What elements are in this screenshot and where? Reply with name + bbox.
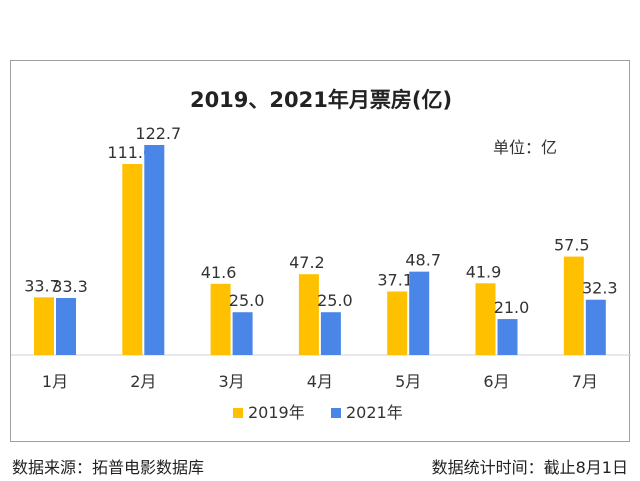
bar-chart: 2019、2021年月票房(亿) 单位：亿 33.733.3 1月 111.6122…: [11, 88, 631, 422]
bar-2019-2: [122, 163, 143, 355]
value-label-2019-6: 41.9: [466, 262, 502, 281]
value-label-2021-5: 48.7: [405, 251, 441, 270]
x-tick-label-1: 1月: [42, 372, 68, 391]
value-label-2019-4: 47.2: [289, 253, 325, 272]
value-label-2021-4: 25.0: [317, 291, 353, 310]
bar-2021-1: [56, 298, 76, 355]
value-label-2021-1: 33.3: [52, 277, 88, 296]
value-label-2021-2: 122.7: [135, 124, 181, 143]
x-tick-label-3: 3月: [219, 372, 245, 391]
bar-2021-4: [320, 312, 341, 355]
bar-2019-7: [563, 256, 584, 355]
x-tick-label-5: 5月: [395, 372, 421, 391]
bar-2019-1: [34, 297, 54, 355]
x-tick-label-6: 6月: [483, 372, 509, 391]
value-label-2021-3: 25.0: [229, 291, 265, 310]
chart-frame: 2019、2021年月票房(亿) 单位：亿 33.7 33.3 1月 111.6 122…: [10, 60, 631, 442]
legend-label-2019: 2019年: [248, 403, 305, 422]
bar-2021-6: [497, 319, 518, 355]
bar-2019-5: [387, 291, 408, 355]
value-label-2019-1: 33.7: [24, 276, 60, 295]
data-date-note: 数据统计时间：截止8月1日: [431, 458, 628, 477]
unit-label: 单位：亿: [493, 138, 557, 157]
legend-label-2021: 2021年: [346, 403, 403, 422]
value-label-2021-7: 32.3: [582, 279, 618, 298]
bar-2021-3: [232, 312, 253, 355]
data-source-note: 数据来源：拓普电影数据库: [12, 458, 205, 477]
bar-2019-3: [210, 283, 231, 355]
x-tick-label-7: 7月: [572, 372, 598, 391]
value-label-2019-3: 41.6: [201, 263, 237, 282]
value-label-2021-6: 21.0: [494, 298, 530, 317]
x-tick-label-2: 2月: [130, 372, 156, 391]
x-tick-label-4: 4月: [307, 372, 333, 391]
bar-2019-6: [475, 283, 496, 355]
bar-2021-7: [585, 299, 606, 355]
bar-2021-5: [409, 271, 430, 355]
legend-swatch-2021: [331, 408, 341, 418]
legend-swatch-2019: [233, 408, 243, 418]
value-label-2019-2: 111.6: [107, 143, 153, 162]
bar-2021-2: [144, 145, 165, 355]
value-label-2019-5: 37.1: [377, 271, 413, 290]
chart-title: 2019、2021年月票房(亿): [190, 88, 452, 112]
bar-2019-4: [298, 274, 319, 355]
value-label-2019-7: 57.5: [554, 236, 590, 255]
